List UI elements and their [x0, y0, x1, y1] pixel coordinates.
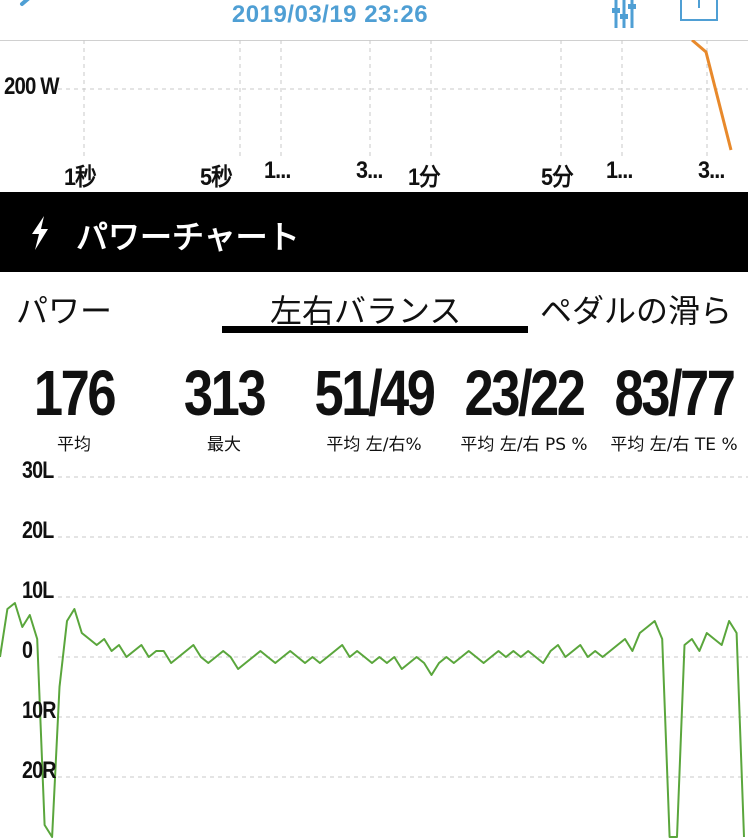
- stat-label: 平均 左/右 TE %: [610, 435, 738, 455]
- selected-tab-indicator: [222, 326, 528, 333]
- section-title: パワーチャート: [76, 218, 300, 256]
- y-tick-label: 20L: [22, 517, 54, 544]
- tab-pedal-smoothness[interactable]: ペダルの滑ら: [540, 292, 733, 330]
- filter-sliders-icon[interactable]: [611, 0, 637, 30]
- y-tick-label: 20R: [22, 757, 56, 784]
- tab-power[interactable]: パワー: [16, 292, 113, 330]
- stat-label: 平均 左/右 PS %: [460, 435, 588, 455]
- power-curve-line: [691, 40, 733, 151]
- stat-max-power: 313: [183, 357, 267, 429]
- section-header: [0, 192, 748, 272]
- stat-lr-balance: 51/49: [314, 357, 435, 429]
- tab-balance[interactable]: 左右バランス: [270, 292, 462, 330]
- stat-power-phase: 23/22: [464, 357, 585, 429]
- balance-line: [0, 602, 745, 838]
- stat-label: 最大: [207, 435, 241, 455]
- x-tick-label: 5分: [541, 164, 574, 191]
- y-tick-label: 0: [22, 637, 33, 664]
- balance-chart: [0, 476, 748, 838]
- x-tick-label: 3...: [356, 157, 383, 184]
- x-tick-label: 1...: [264, 157, 291, 184]
- y-tick-label: 10L: [22, 577, 54, 604]
- lightning-bolt-icon: [32, 216, 48, 250]
- power-curve-chart: [0, 40, 748, 158]
- stat-label: 平均: [57, 435, 91, 455]
- x-tick-label: 1分: [408, 164, 441, 191]
- share-icon[interactable]: [680, 0, 718, 22]
- x-tick-label: 1...: [606, 157, 633, 184]
- page-title: 2019/03/19 23:26: [231, 1, 429, 28]
- y-tick-label: 30L: [22, 457, 54, 484]
- upper-y-axis-label: 200 W: [4, 73, 60, 100]
- x-tick-label: 1秒: [64, 164, 97, 191]
- stat-avg-power: 176: [33, 357, 117, 429]
- stat-label: 平均 左/右%: [326, 435, 422, 455]
- y-tick-label: 10R: [22, 697, 56, 724]
- stat-torque-effectiveness: 83/77: [614, 357, 735, 429]
- x-tick-label: 5秒: [200, 164, 233, 191]
- x-tick-label: 3...: [698, 157, 725, 184]
- back-chevron-icon[interactable]: [14, 0, 42, 18]
